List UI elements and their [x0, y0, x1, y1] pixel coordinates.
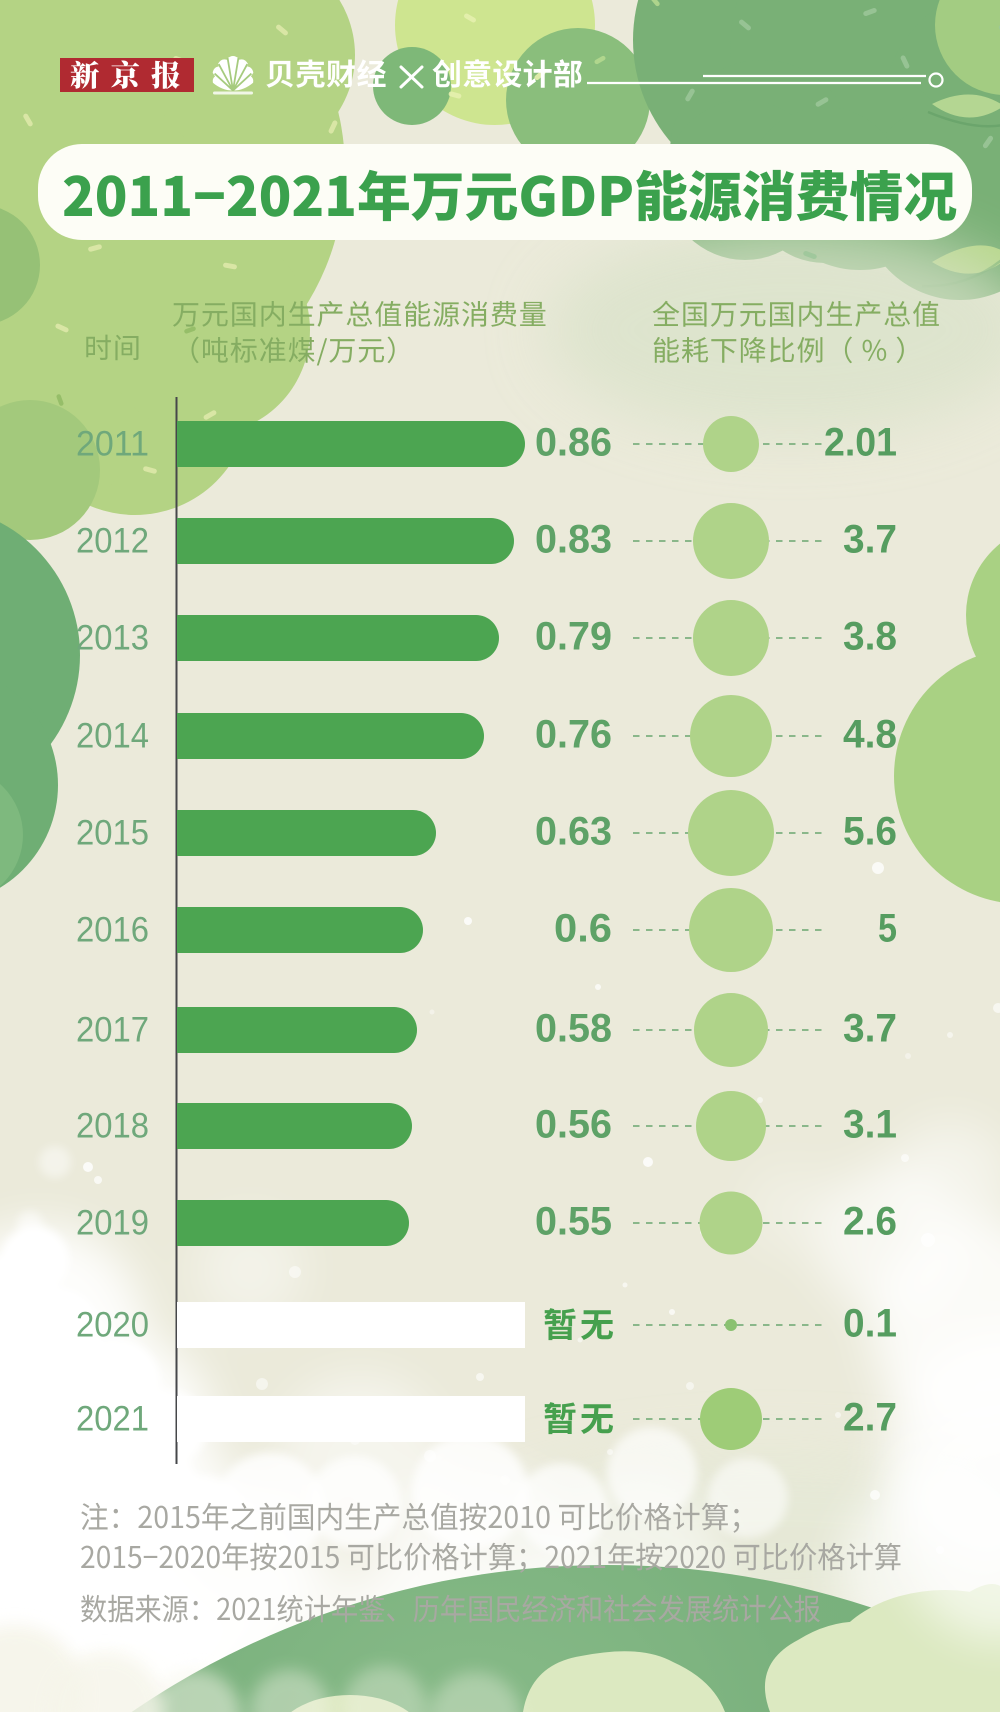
svg-text:2020: 2020 [76, 1306, 149, 1345]
svg-text:2018: 2018 [76, 1107, 149, 1146]
svg-text:2013: 2013 [76, 619, 149, 658]
svg-text:0.55: 0.55 [535, 1200, 612, 1244]
svg-text:5.6: 5.6 [843, 810, 897, 854]
svg-text:0.76: 0.76 [535, 713, 612, 757]
svg-text:2.6: 2.6 [843, 1200, 897, 1244]
svg-text:3.8: 3.8 [843, 615, 897, 659]
svg-text:2017: 2017 [76, 1011, 149, 1050]
svg-text:5: 5 [878, 907, 897, 951]
svg-text:2012: 2012 [76, 522, 149, 561]
svg-text:0.63: 0.63 [535, 810, 612, 854]
svg-text:0.79: 0.79 [535, 615, 612, 659]
svg-text:3.1: 3.1 [843, 1103, 897, 1147]
svg-text:3.7: 3.7 [843, 1007, 897, 1051]
svg-text:2.01: 2.01 [824, 421, 897, 465]
svg-text:0.58: 0.58 [535, 1007, 612, 1051]
svg-text:2019: 2019 [76, 1204, 149, 1243]
svg-text:0.86: 0.86 [535, 421, 612, 465]
svg-text:2015: 2015 [76, 814, 149, 853]
svg-text:2011: 2011 [76, 425, 149, 464]
svg-text:0.1: 0.1 [843, 1302, 897, 1346]
svg-text:3.7: 3.7 [843, 518, 897, 562]
svg-text:0.83: 0.83 [535, 518, 612, 562]
svg-text:2016: 2016 [76, 911, 149, 950]
svg-text:0.56: 0.56 [535, 1103, 612, 1147]
svg-text:0.6: 0.6 [554, 907, 612, 951]
svg-text:2014: 2014 [76, 717, 149, 756]
svg-text:4.8: 4.8 [843, 713, 897, 757]
svg-text:2.7: 2.7 [843, 1396, 897, 1440]
svg-text:2021: 2021 [76, 1400, 149, 1439]
